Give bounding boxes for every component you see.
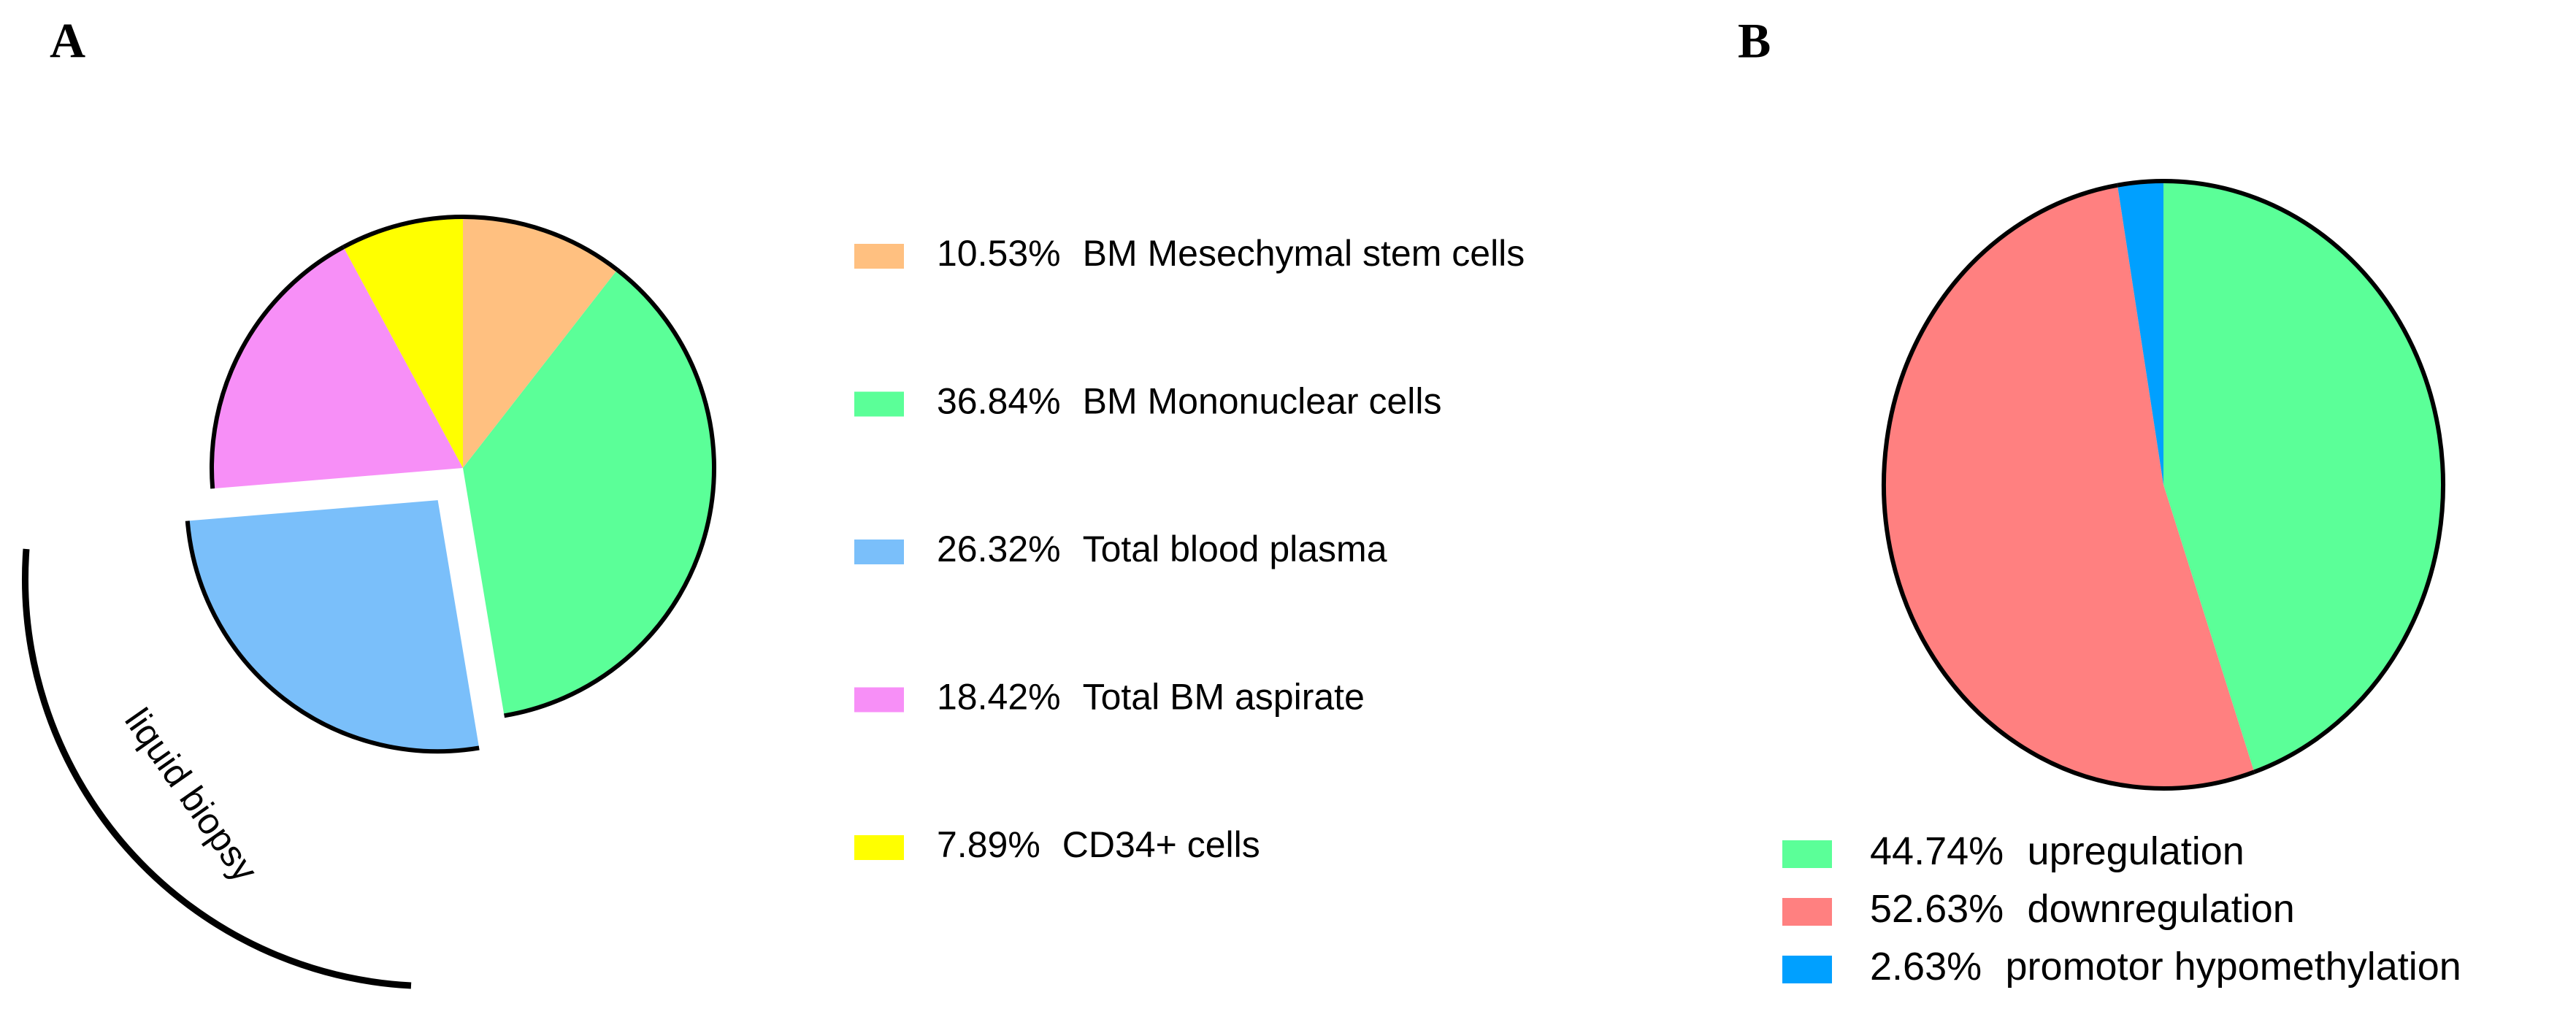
- legend-label: Total blood plasma: [1083, 529, 1387, 569]
- legend-value: 36.84%: [937, 381, 1061, 422]
- legend-value: 44.74%: [1870, 829, 2004, 873]
- legend-entry: 7.89% CD34+ cells: [937, 824, 1260, 865]
- legend-swatch: [1782, 840, 1832, 868]
- pie-slice: [463, 269, 714, 716]
- pie-slice: [463, 217, 618, 468]
- legend-entry: 52.63% downregulation: [1870, 887, 2295, 931]
- legend-swatch: [1782, 898, 1832, 926]
- legend-entry: 18.42% Total BM aspirate: [937, 677, 1365, 718]
- legend-value: 2.63%: [1870, 945, 1982, 988]
- legend-swatch: [1782, 956, 1832, 983]
- legend-label: CD34+ cells: [1062, 824, 1260, 865]
- pie-slice: [187, 500, 480, 752]
- slice-outline: [1882, 183, 2255, 791]
- legend-value: 10.53%: [937, 233, 1061, 274]
- legend-label: Total BM aspirate: [1083, 677, 1365, 718]
- panel-label: B: [1738, 13, 1771, 69]
- slice-outline: [210, 245, 345, 489]
- slice-outline: [185, 521, 480, 754]
- slice-outline: [342, 215, 464, 250]
- legend-value: 26.32%: [937, 529, 1061, 569]
- legend-swatch: [854, 391, 904, 417]
- legend-value: 7.89%: [937, 824, 1040, 865]
- legend-swatch: [854, 540, 904, 564]
- slice-outline: [504, 268, 716, 718]
- legend-label: upregulation: [2028, 829, 2245, 873]
- annotation-arc: [22, 548, 412, 989]
- legend-value: 18.42%: [937, 677, 1061, 718]
- pie-slice: [2163, 181, 2444, 772]
- slice-outline: [2163, 179, 2445, 775]
- legend-label: downregulation: [2028, 887, 2295, 931]
- legend-entry: 2.63% promotor hypomethylation: [1870, 945, 2461, 988]
- legend-swatch: [854, 687, 904, 713]
- legend-label: promotor hypomethylation: [2006, 945, 2461, 988]
- legend-entry: 36.84% BM Mononuclear cells: [937, 381, 1441, 422]
- legend-entry: 10.53% BM Mesechymal stem cells: [937, 233, 1525, 274]
- legend-label: BM Mononuclear cells: [1083, 381, 1442, 422]
- legend-entry: 26.32% Total blood plasma: [937, 529, 1387, 569]
- legend-label: BM Mesechymal stem cells: [1083, 233, 1525, 274]
- legend-swatch: [854, 244, 904, 269]
- pie-slice: [1884, 185, 2255, 788]
- pie-slice: [212, 247, 463, 489]
- slice-outline: [462, 215, 619, 272]
- legend-value: 52.63%: [1870, 887, 2004, 931]
- legend-swatch: [854, 835, 904, 860]
- pie-slice: [343, 217, 463, 468]
- legend-entry: 44.74% upregulation: [1870, 829, 2245, 873]
- pie-slice: [2117, 181, 2163, 485]
- panel-label: A: [50, 13, 85, 69]
- slice-outline: [2117, 179, 2164, 188]
